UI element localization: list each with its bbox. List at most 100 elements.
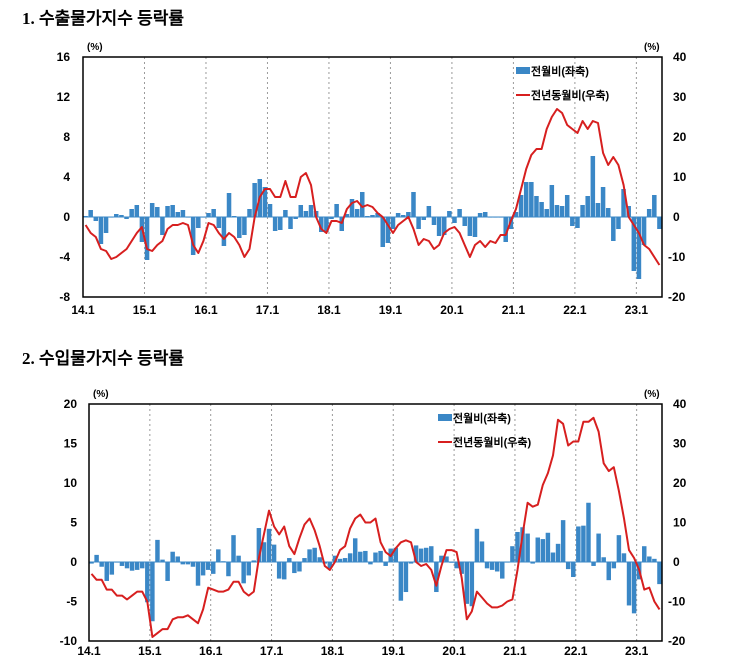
chart-1-y-left-tick-label: -8	[59, 290, 70, 304]
chart-1-bar	[160, 217, 165, 235]
chart-1-bar	[370, 215, 375, 217]
chart-2-bar	[540, 539, 546, 562]
chart-2-bar	[429, 546, 434, 562]
chart-1-bar	[247, 209, 252, 217]
chart-1-bar	[631, 217, 637, 271]
chart-2-bar	[231, 535, 236, 562]
chart-1-bar	[447, 211, 452, 217]
chart-2-bar	[317, 557, 322, 562]
chart-2-x-tick-label: 14.1	[77, 644, 101, 658]
chart-2-bar	[616, 535, 622, 562]
chart-2-y-left-tick-label: 20	[64, 397, 78, 411]
chart-2-bar	[631, 562, 637, 614]
chart-2-bar	[520, 527, 525, 562]
chart-2-y-right-tick-label: 40	[673, 397, 687, 411]
chart-1-bar	[339, 217, 345, 231]
chart-1-x-tick-label: 18.1	[317, 303, 341, 317]
chart-2-bar	[535, 537, 540, 562]
chart-1-bar	[400, 215, 406, 217]
chart-1-bar	[580, 205, 585, 217]
chart-1-bar	[319, 217, 324, 232]
chart-1-bar	[406, 212, 411, 217]
chart-1-y-left-tick-label: 12	[57, 90, 71, 104]
chart-1-bar	[436, 217, 442, 236]
chart-2-bar	[479, 541, 485, 562]
chart-1-x-tick-label: 22.1	[563, 303, 587, 317]
chart-2-bar	[155, 539, 160, 562]
chart-2-bar	[657, 562, 662, 585]
chart-1-bar	[621, 189, 626, 217]
chart-1-y-right-tick-label: -10	[668, 250, 686, 264]
chart-2-bar	[515, 531, 520, 562]
chart-2-bar	[337, 558, 343, 562]
chart-1-bar	[431, 217, 437, 225]
chart-1-bar	[523, 182, 529, 217]
chart-1-bar	[503, 217, 508, 242]
chart-2-bar	[104, 562, 109, 581]
chart-1-bar	[513, 212, 519, 217]
chart-2-bar	[611, 562, 617, 569]
chart-2-bar	[175, 556, 180, 562]
chart-1-bar	[221, 217, 227, 246]
chart-2-bar	[276, 562, 282, 579]
chart-2-bar	[216, 549, 221, 562]
chart-1-bar	[329, 217, 334, 219]
chart-1-bar	[539, 202, 544, 217]
chart-2-bar	[170, 551, 175, 562]
chart-2-left-unit-label: (%)	[93, 389, 109, 400]
chart-1-bar	[211, 209, 216, 217]
chart-1-y-right-tick-label: 30	[673, 90, 687, 104]
chart-1-bar	[564, 195, 570, 217]
chart-2-legend-bar-swatch	[438, 414, 452, 421]
chart-1-right-unit-label: (%)	[644, 42, 660, 53]
chart-1-bar	[180, 210, 186, 217]
chart-2-bar	[459, 562, 464, 574]
chart-1-bar	[170, 205, 175, 217]
chart-2-bar	[647, 556, 652, 562]
chart-1-bar	[288, 217, 293, 229]
chart-1-bar	[303, 211, 309, 217]
chart-2-bar	[211, 562, 216, 574]
chart-1-bar	[529, 182, 534, 217]
chart-2-bar	[180, 562, 186, 565]
chart-1-bar	[144, 217, 150, 260]
chart-2-y-right-tick-label: -10	[668, 595, 686, 609]
chart-2-bar	[373, 552, 378, 562]
chart-2-bar	[652, 558, 657, 562]
chart-1-bar	[467, 217, 473, 236]
chart-2-x-tick-label: 15.1	[138, 644, 162, 658]
chart-2-bar	[246, 562, 251, 576]
chart-1-bar	[155, 207, 160, 217]
chart-2-x-tick-label: 22.1	[564, 644, 588, 658]
chart-1-bar	[544, 209, 549, 217]
chart-2-bar	[565, 562, 571, 570]
chart-2-x-tick-label: 23.1	[625, 644, 649, 658]
chart-1-x-tick-label: 16.1	[194, 303, 218, 317]
chart-2-bar	[484, 562, 490, 569]
chart-2-bar	[94, 554, 99, 562]
chart-2-y-right-tick-label: -20	[668, 634, 686, 648]
chart-1-bar	[283, 210, 288, 217]
chart-1-y-left-tick-label: -4	[59, 250, 70, 264]
chart-1-bar	[452, 217, 457, 223]
chart-2-y-left-tick-label: 15	[64, 437, 78, 451]
chart-2-bar	[576, 526, 581, 562]
chart-1-bar	[103, 217, 109, 233]
chart-2-bar	[251, 560, 257, 562]
chart-2-yoy-line	[90, 416, 661, 638]
chart-2-bar	[606, 562, 611, 581]
chart-1-bar	[196, 217, 201, 228]
chart-1-bar	[114, 214, 119, 217]
chart-2-bar	[302, 558, 307, 562]
chart-2-bar	[398, 562, 404, 601]
chart-1-y-right-tick-label: 20	[673, 130, 687, 144]
chart-2-bar	[403, 562, 409, 593]
chart-1-bar	[395, 213, 401, 217]
chart-2-bar	[464, 562, 470, 604]
chart-1-y-left-tick-label: 16	[57, 50, 71, 64]
chart-1-bar	[278, 217, 283, 230]
chart-1-x-tick-label: 21.1	[502, 303, 526, 317]
chart-1-bar	[344, 214, 350, 217]
chart-2-bar	[292, 562, 297, 574]
chart-2-title: 2. 수입물가지수 등락률	[22, 349, 185, 368]
